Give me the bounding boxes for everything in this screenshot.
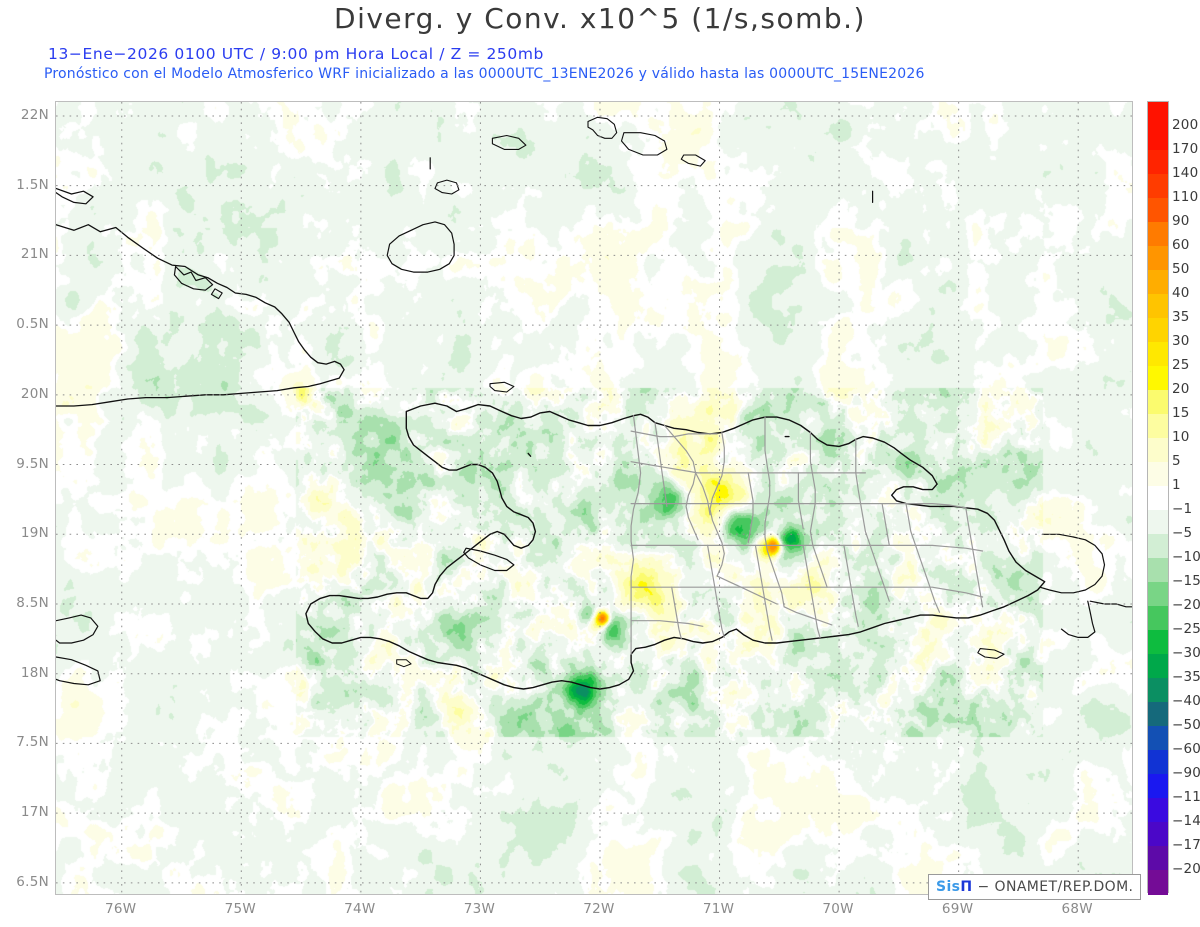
colorbar-tick-label: 25	[1172, 357, 1190, 373]
colorbar-band	[1148, 750, 1168, 775]
colorbar-tick-label: −15	[1172, 573, 1200, 589]
forecast-valid-time: 13−Ene−2026 0100 UTC / 9:00 pm Hora Loca…	[48, 45, 544, 63]
colorbar-band	[1148, 318, 1168, 343]
colorbar-band	[1148, 222, 1168, 247]
colorbar-band	[1148, 486, 1168, 511]
colorbar-tick-label: −5	[1172, 525, 1193, 541]
colorbar-band	[1148, 606, 1168, 631]
colorbar-tick-label: −30	[1172, 645, 1200, 661]
map-plot-area[interactable]	[55, 101, 1133, 895]
colorbar-tick-label: 140	[1172, 165, 1199, 181]
colorbar-band	[1148, 582, 1168, 607]
x-tick-label: 76W	[105, 901, 137, 917]
colorbar-band	[1148, 774, 1168, 799]
colorbar-tick-label: 170	[1172, 141, 1199, 157]
logo-brand-text: Sis	[936, 879, 961, 895]
colorbar-band	[1148, 534, 1168, 559]
x-tick-label: 71W	[702, 901, 735, 917]
y-tick-label: 0.5N	[16, 316, 49, 333]
colorbar-band	[1148, 198, 1168, 223]
colorbar-tick-label: 1	[1172, 477, 1181, 493]
colorbar-band	[1148, 174, 1168, 199]
colorbar-band	[1148, 798, 1168, 823]
colorbar-tick-label: −140	[1172, 813, 1200, 829]
colorbar-band	[1148, 150, 1168, 175]
colorbar-band	[1148, 846, 1168, 871]
colorbar-tick-label: 50	[1172, 261, 1190, 277]
y-tick-label: 6.5N	[16, 873, 49, 890]
colorbar-band	[1148, 438, 1168, 463]
colorbar-tick-label: −90	[1172, 765, 1200, 781]
colorbar-tick-label: 5	[1172, 453, 1181, 469]
y-tick-label: 20N	[20, 385, 49, 402]
colorbar-band	[1148, 702, 1168, 727]
y-tick-label: 8.5N	[16, 594, 49, 611]
page-title: Diverg. y Conv. x10^5 (1/s,somb.)	[334, 2, 866, 35]
logo-org-text: − ONAMET/REP.DOM.	[977, 879, 1134, 895]
colorbar-band	[1148, 558, 1168, 583]
colorbar-tick-label: −170	[1172, 837, 1200, 853]
colorbar-tick-label: −40	[1172, 693, 1200, 709]
colorbar-band	[1148, 366, 1168, 391]
colorbar-band	[1148, 126, 1168, 151]
colorbar-tick-label: 30	[1172, 333, 1190, 349]
colorbar-tick-label: 40	[1172, 285, 1190, 301]
colorbar-band	[1148, 870, 1168, 895]
y-tick-label: 9.5N	[16, 455, 49, 472]
colorbar-tick-label: −110	[1172, 789, 1200, 805]
colorbar-band	[1148, 270, 1168, 295]
colorbar-band	[1148, 726, 1168, 751]
colorbar-tick-label: −60	[1172, 741, 1200, 757]
colorbar-band	[1148, 294, 1168, 319]
coastline-overlay	[56, 116, 1132, 690]
colorbar-band	[1148, 102, 1168, 127]
colorbar-band	[1148, 390, 1168, 415]
agency-logo-badge: Sis Π − ONAMET/REP.DOM.	[928, 874, 1142, 900]
colorbar-tick-label: 15	[1172, 405, 1190, 421]
colorbar-band	[1148, 654, 1168, 679]
y-tick-label: 7.5N	[16, 734, 49, 751]
colorbar-band	[1148, 822, 1168, 847]
colorbar-tick-label: 10	[1172, 429, 1190, 445]
y-tick-label: 1.5N	[16, 176, 49, 193]
x-tick-label: 72W	[583, 901, 615, 917]
colorbar-tick-label: −10	[1172, 549, 1200, 565]
colorbar-band	[1148, 462, 1168, 487]
x-tick-label: 70W	[822, 901, 854, 917]
x-tick-label: 73W	[463, 901, 496, 917]
colorbar-tick-label: 20	[1172, 381, 1190, 397]
y-tick-label: 22N	[20, 106, 49, 123]
y-tick-label: 19N	[20, 525, 49, 542]
colorbar-band	[1148, 510, 1168, 535]
colorbar-tick-label: −25	[1172, 621, 1200, 637]
y-tick-label: 17N	[20, 804, 49, 821]
colorbar[interactable]	[1147, 101, 1169, 895]
divergence-field-raster	[56, 102, 1132, 894]
y-tick-label: 21N	[20, 246, 49, 263]
colorbar-tick-label: 90	[1172, 213, 1190, 229]
colorbar-tick-label: 200	[1172, 117, 1199, 133]
colorbar-band	[1148, 246, 1168, 271]
x-tick-label: 75W	[224, 901, 257, 917]
colorbar-band	[1148, 414, 1168, 439]
y-tick-label: 18N	[20, 664, 49, 681]
colorbar-band	[1148, 630, 1168, 655]
x-tick-label: 74W	[344, 901, 376, 917]
colorbar-band	[1148, 678, 1168, 703]
colorbar-tick-label: −1	[1172, 501, 1193, 517]
colorbar-tick-label: −200	[1172, 861, 1200, 877]
colorbar-tick-label: −50	[1172, 717, 1200, 733]
x-tick-label: 69W	[941, 901, 974, 917]
colorbar-tick-label: −20	[1172, 597, 1200, 613]
colorbar-tick-label: 60	[1172, 237, 1190, 253]
colorbar-tick-label: 110	[1172, 189, 1199, 205]
colorbar-tick-label: −35	[1172, 669, 1200, 685]
model-description: Pronóstico con el Modelo Atmosferico WRF…	[44, 66, 925, 82]
x-tick-label: 68W	[1061, 901, 1093, 917]
colorbar-tick-label: 35	[1172, 309, 1190, 325]
lat-lon-gridlines	[56, 102, 1132, 894]
colorbar-band	[1148, 342, 1168, 367]
logo-pi-icon: Π	[960, 879, 973, 895]
